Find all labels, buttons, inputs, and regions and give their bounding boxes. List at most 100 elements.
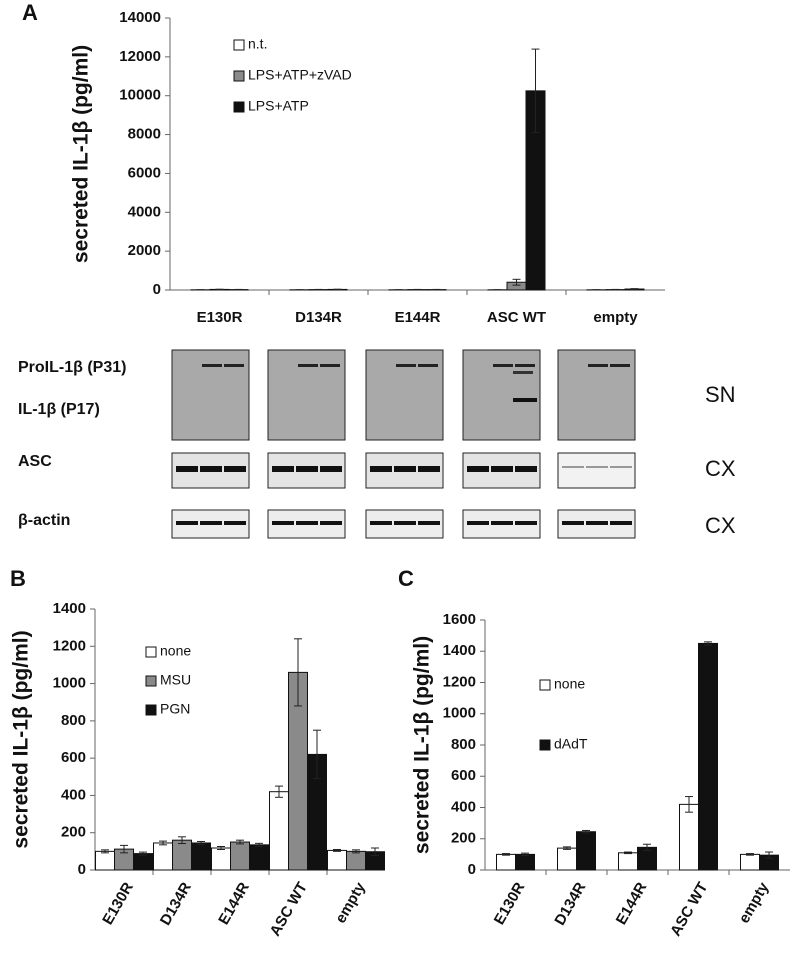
blot-band (467, 521, 489, 525)
x-tick-label: E130R (99, 879, 137, 927)
blot-band (320, 466, 342, 472)
error-bar (313, 729, 321, 780)
x-tick-label: empty (593, 309, 638, 326)
blot-sn (462, 349, 541, 441)
y-tick-label: 10000 (119, 87, 161, 104)
error-bar (512, 278, 521, 286)
blot-band (200, 466, 222, 472)
legend-swatch (145, 704, 157, 716)
blot-band (224, 466, 246, 472)
bar (618, 852, 638, 871)
x-tick-label: D134R (157, 879, 195, 928)
legend-label: LPS+ATP (248, 98, 309, 114)
blot-band (176, 521, 198, 525)
x-tick-label: D134R (295, 309, 342, 326)
bar (346, 850, 366, 871)
legend-swatch (233, 70, 245, 82)
error-bar (630, 288, 639, 290)
legend-label: PGN (160, 701, 190, 717)
y-tick-label: 0 (153, 281, 161, 298)
blot-row-label: IL-1β (P17) (18, 401, 100, 418)
y-tick-label: 600 (61, 749, 86, 766)
y-tick-label: 0 (468, 861, 476, 878)
blot-band (224, 521, 246, 525)
y-tick-label: 6000 (128, 164, 161, 181)
x-tick-label: E130R (491, 879, 529, 927)
y-tick-label: 14000 (119, 9, 161, 26)
error-bar (746, 853, 754, 856)
error-bar (139, 851, 147, 856)
x-tick-label: empty (736, 879, 773, 926)
error-bar (502, 853, 510, 856)
x-tick-label: ASC WT (267, 879, 311, 939)
bar (269, 791, 289, 871)
legend-swatch (145, 646, 157, 658)
bar (576, 831, 596, 871)
blot-fraction-label: CX (705, 513, 736, 538)
blot-band (610, 466, 632, 468)
error-bar (352, 849, 360, 854)
x-tick-label: ASC WT (487, 309, 546, 326)
legend-swatch (539, 739, 551, 751)
blot-band (320, 364, 340, 367)
blot-band (296, 521, 318, 525)
y-tick-label: 400 (451, 798, 476, 815)
y-axis-label: secreted IL-1β (pg/ml) (411, 636, 434, 854)
blot-band (394, 466, 416, 472)
legend-swatch (539, 679, 551, 691)
y-tick-label: 1000 (443, 705, 476, 722)
y-tick-label: 1400 (53, 600, 86, 617)
error-bar (582, 829, 590, 834)
blot-band (610, 364, 630, 367)
blot-band (418, 466, 440, 472)
y-tick-label: 800 (61, 712, 86, 729)
error-bar (159, 840, 167, 846)
y-tick-label: 1200 (53, 637, 86, 654)
blot-sn (267, 349, 346, 441)
error-bar (624, 851, 632, 855)
blot-fraction-label: CX (705, 456, 736, 481)
blot-band (370, 521, 392, 525)
error-bar (333, 848, 341, 852)
blot-band (224, 364, 244, 367)
panel-label: C (398, 566, 414, 591)
error-bar (294, 638, 302, 707)
y-tick-label: 1200 (443, 673, 476, 690)
bar (740, 853, 760, 871)
blot-fraction-label: SN (705, 382, 736, 407)
blot-band (588, 364, 608, 367)
blot-row-label: ASC (18, 453, 52, 470)
y-tick-label: 1000 (53, 675, 86, 692)
error-bar (275, 785, 283, 798)
bar (172, 839, 192, 871)
blot-band (562, 466, 584, 468)
error-bar (531, 48, 540, 134)
error-bar (371, 847, 379, 856)
y-tick-label: 400 (61, 786, 86, 803)
y-tick-label: 1400 (443, 642, 476, 659)
panel-label: A (22, 0, 38, 25)
blot-band (610, 521, 632, 525)
blot-band (296, 466, 318, 472)
blot-band (298, 364, 318, 367)
bar (679, 803, 699, 871)
error-bar (120, 844, 128, 854)
legend-label: n.t. (248, 36, 267, 52)
x-tick-label: E144R (395, 309, 441, 326)
blot-sn (557, 349, 636, 441)
blot-row-label: ProIL-1β (P31) (18, 359, 126, 376)
y-tick-label: 0 (78, 861, 86, 878)
blot-band (320, 521, 342, 525)
blot-band (396, 364, 416, 367)
x-tick-label: ASC WT (667, 879, 711, 939)
bar (133, 853, 153, 871)
legend-swatch (145, 675, 157, 687)
error-bar (236, 839, 244, 845)
blot-band (515, 364, 535, 367)
error-bar (178, 836, 186, 845)
blot-band (202, 364, 222, 367)
bar (95, 850, 115, 871)
blot-asc (557, 452, 636, 489)
legend-label: none (160, 643, 191, 659)
